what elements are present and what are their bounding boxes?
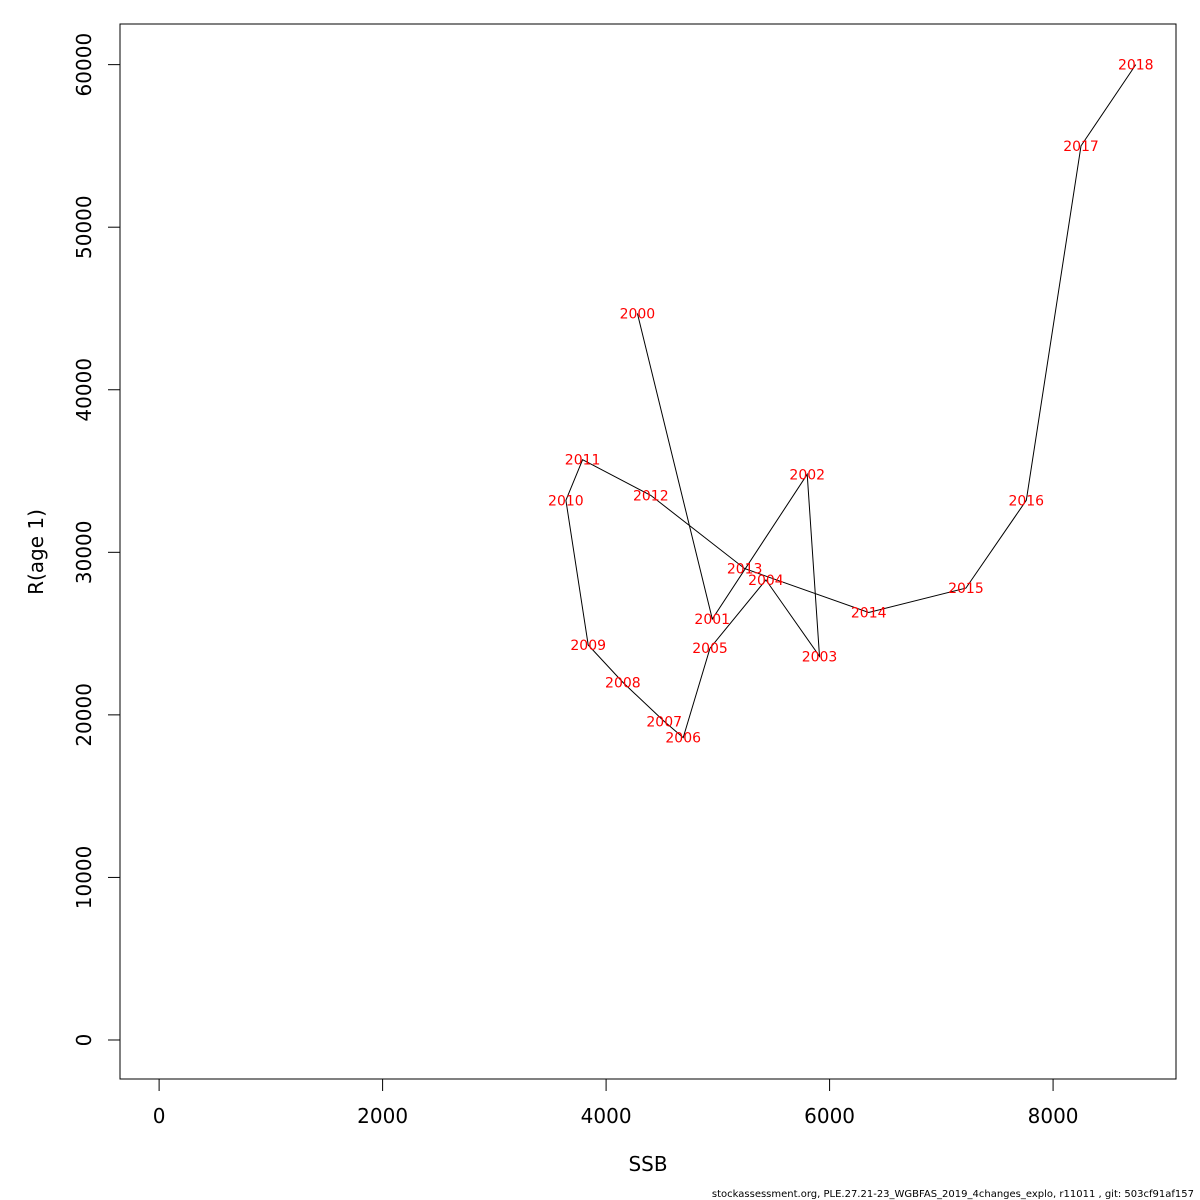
x-tick-label: 0 <box>153 1104 166 1128</box>
point-label-2018: 2018 <box>1118 58 1154 74</box>
point-label-2016: 2016 <box>1008 493 1044 509</box>
y-tick-label: 50000 <box>72 195 96 259</box>
y-tick-label: 30000 <box>72 521 96 585</box>
y-tick-label: 0 <box>72 1034 96 1047</box>
point-label-2010: 2010 <box>548 493 584 509</box>
point-label-2012: 2012 <box>633 488 669 504</box>
point-label-2015: 2015 <box>948 581 984 597</box>
plot-frame <box>119 23 1177 1080</box>
point-label-2008: 2008 <box>605 675 641 691</box>
y-tick-label: 20000 <box>72 683 96 747</box>
x-tick-label: 6000 <box>804 1104 855 1128</box>
series-line <box>565 64 1137 739</box>
y-tick-label: 60000 <box>72 33 96 97</box>
x-tick-label: 4000 <box>581 1104 632 1128</box>
point-label-2013: 2013 <box>727 562 763 578</box>
x-axis: 0 2000 4000 6000 8000 <box>153 1078 1079 1128</box>
y-tick-label: 40000 <box>72 358 96 422</box>
point-label-2000: 2000 <box>620 306 656 322</box>
x-tick-label: 2000 <box>357 1104 408 1128</box>
x-axis-title: SSB <box>628 1152 667 1176</box>
point-label-2002: 2002 <box>789 467 825 483</box>
point-label-2003: 2003 <box>802 649 838 665</box>
point-label-2009: 2009 <box>570 638 606 654</box>
point-label-2004: 2004 <box>748 573 784 589</box>
y-axis: 0 10000 20000 30000 40000 50000 60000 <box>72 33 121 1047</box>
y-tick-label: 10000 <box>72 846 96 910</box>
point-label-2005: 2005 <box>692 641 728 657</box>
point-label-2014: 2014 <box>851 605 887 621</box>
point-label-2006: 2006 <box>665 731 701 747</box>
footer-source: stockassessment.org, PLE.27.21-23_WGBFAS… <box>712 1189 1194 1200</box>
point-label-2001: 2001 <box>694 612 730 628</box>
point-label-2007: 2007 <box>646 714 682 730</box>
point-label-2011: 2011 <box>565 453 601 469</box>
y-axis-title: R(age 1) <box>24 509 48 595</box>
x-tick-label: 8000 <box>1028 1104 1079 1128</box>
point-label-2017: 2017 <box>1063 139 1099 155</box>
